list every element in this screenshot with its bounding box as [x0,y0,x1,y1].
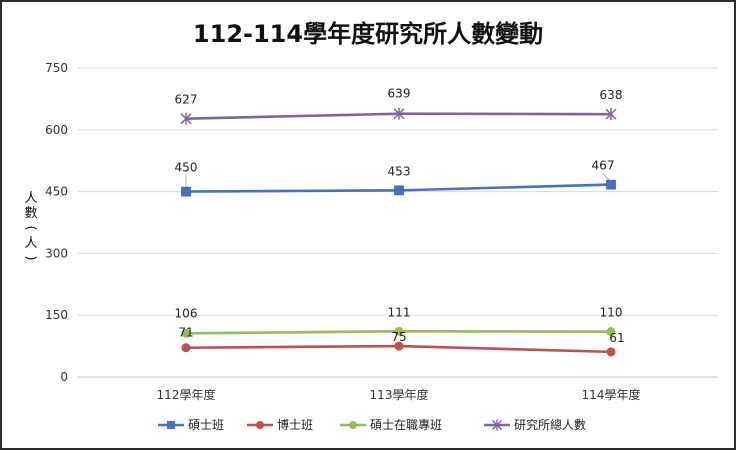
x-tick-label: 113學年度 [370,387,429,402]
data-label: 639 [388,87,411,101]
legend-label: 博士班 [277,417,313,432]
data-label: 71 [178,326,193,340]
data-point [180,112,192,125]
data-label: 111 [388,305,411,319]
data-label: 453 [388,164,411,178]
data-label: 638 [600,88,623,102]
legend-item: 碩士在職專班 [340,418,442,432]
x-tick-label: 114學年度 [582,387,641,402]
data-point [394,185,404,196]
y-tick-label: 450 [45,185,68,199]
legend-marker [167,421,175,429]
data-point [606,347,616,357]
data-labels: 450 453 467 71 75 61 106 111 110 627 639 638 [175,87,625,345]
y-axis-label-char: 數 [24,206,37,221]
data-point [394,341,404,351]
data-point [606,179,616,190]
data-label: 450 [175,161,198,175]
data-point [181,328,191,338]
chart-title: 112-114學年度研究所人數變動 [193,20,543,48]
y-tick-label: 600 [45,123,68,137]
y-axis-label-char: ) [23,255,38,260]
x-tick-label: 112學年度 [157,387,216,402]
legend-item: 研究所總人數 [484,417,586,432]
legend-marker [256,421,264,429]
legend-marker [492,419,502,431]
data-point [606,327,616,337]
y-axis-label-char: ( [23,225,38,230]
y-axis-label-char: 人 [24,191,37,206]
data-label: 106 [175,306,198,320]
data-point [605,108,617,121]
legend: 碩士班 博士班 碩士在職專班 研究所總人數 [158,417,586,432]
y-tick-label: 150 [45,308,68,322]
data-label: 627 [175,93,198,107]
gridlines [78,67,718,378]
y-tick-label: 300 [45,246,68,260]
y-axis-label: 人數 ( 人) [23,191,38,261]
data-label: 75 [391,330,406,344]
legend-label: 研究所總人數 [514,417,586,432]
legend-item: 博士班 [247,417,313,432]
data-label: 61 [609,331,624,345]
data-point [394,326,404,336]
legend-marker [349,421,357,429]
legend-label: 碩士在職專班 [370,418,442,432]
y-axis-label-char: 人 [24,236,37,251]
data-point [181,186,191,197]
data-point [393,107,405,120]
legend-label: 碩士班 [188,418,224,432]
data-label: 467 [592,159,615,173]
y-axis-ticks: 0 150 300 450 600 750 [45,61,68,384]
y-tick-label: 750 [45,61,68,75]
data-label: 110 [600,306,623,320]
x-axis-ticks: 112學年度 113學年度 114學年度 [157,387,641,402]
y-tick-label: 0 [60,370,68,384]
label-leader-line [602,173,612,182]
data-point [181,343,191,353]
legend-item: 碩士班 [158,418,224,432]
series-group [180,107,617,357]
